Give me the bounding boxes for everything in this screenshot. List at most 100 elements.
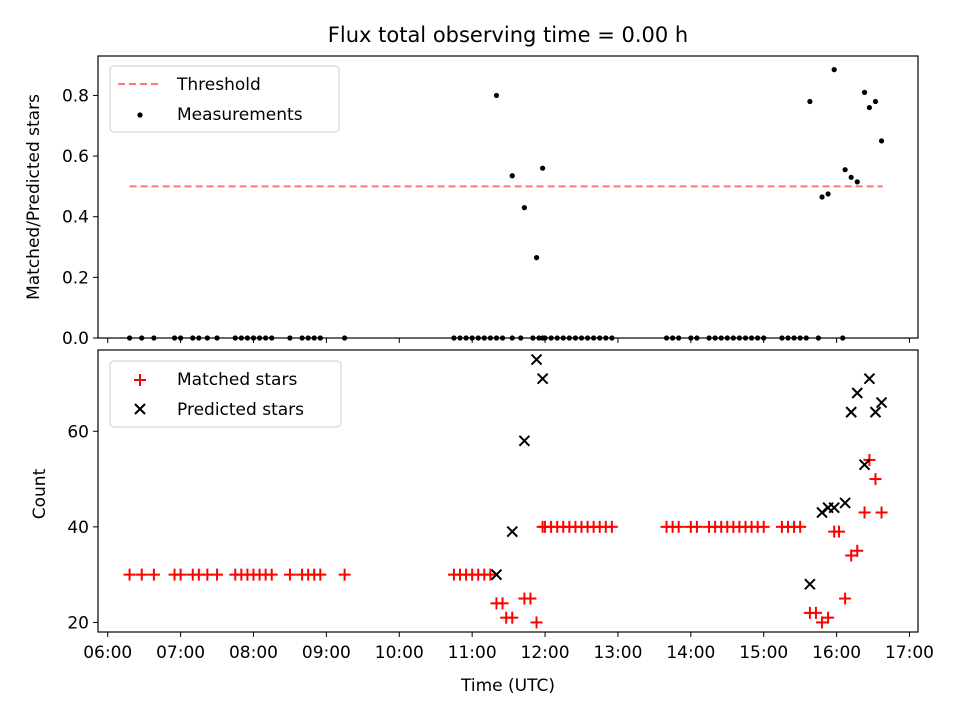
matched-star-point	[851, 544, 864, 557]
matched-star-point	[174, 568, 187, 581]
matched-star-point	[690, 520, 703, 533]
predicted-star-point	[845, 406, 857, 418]
bottom-x-tick-label: 14:00	[666, 643, 715, 663]
measurement-point	[509, 173, 515, 179]
predicted-star-point	[530, 353, 543, 366]
measurement-point	[831, 67, 837, 73]
measurement-point	[854, 179, 860, 185]
matched-star-point	[123, 568, 136, 581]
bottom-axes-frame	[97, 349, 919, 633]
bottom-legend-box	[109, 360, 342, 428]
predicted-legend-swatch	[134, 403, 146, 415]
predicted-star-point	[804, 578, 816, 590]
bottom-y-tick-label: 40	[67, 518, 89, 538]
top-y-axis-label: Matched/Predicted stars	[24, 94, 44, 300]
top-title: Flux total observing time = 0.00 h	[328, 23, 688, 47]
bottom-x-tick-label: 16:00	[812, 643, 861, 663]
measurement-point	[825, 191, 831, 197]
top-axes-frame	[97, 55, 919, 339]
measurement-point	[493, 92, 500, 99]
matched-star-point	[283, 568, 296, 581]
matched-star-point	[314, 568, 327, 581]
top-legend-box	[109, 65, 340, 133]
measurement-point	[866, 104, 873, 111]
bottom-x-tick-label: 10:00	[375, 643, 424, 663]
measurement-point	[540, 165, 546, 171]
top-y-tick-label: 0.0	[62, 329, 89, 349]
bottom-x-tick-label: 08:00	[229, 643, 278, 663]
legend-threshold-label: Threshold	[176, 75, 261, 95]
matched-star-point	[530, 616, 543, 629]
bottom-x-tick-label: 07:00	[156, 643, 205, 663]
measurement-point	[872, 98, 879, 105]
predicted-star-point	[536, 372, 549, 385]
top-y-tick-label: 0.8	[62, 86, 89, 106]
predicted-star-point	[869, 406, 882, 418]
top-panel: Flux total observing time = 0.00 h 0.00.…	[24, 23, 919, 349]
measurements-legend-swatch	[137, 112, 143, 118]
matched-star-point	[875, 506, 888, 519]
predicted-star-point	[828, 502, 840, 514]
matched-star-point	[869, 473, 882, 486]
bottom-x-tick-label: 12:00	[521, 643, 570, 663]
predicted-star-point	[863, 372, 876, 385]
matched-star-point	[845, 549, 858, 562]
matched-star-point	[816, 616, 829, 629]
bottom-y-ticks: 20 40 60	[67, 422, 98, 633]
bottom-x-tick-label: 09:00	[302, 643, 351, 663]
measurement-point	[819, 194, 825, 200]
top-y-tick-label: 0.4	[62, 208, 89, 228]
bottom-x-ticks: 06:00 07:00 08:00 09:00 10:00 11:00 12:00 13:00…	[83, 632, 934, 663]
predicted-star-point	[506, 525, 518, 538]
measurement-point	[533, 255, 540, 261]
matched-star-point	[147, 568, 160, 581]
predicted-star-point	[518, 435, 531, 447]
bottom-legend: Matched stars Predicted stars	[109, 360, 342, 428]
predicted-star-point	[858, 459, 871, 471]
legend-matched-label: Matched stars	[177, 370, 297, 390]
matched-star-point	[822, 611, 835, 624]
top-y-tick-label: 0.6	[62, 147, 89, 167]
bottom-y-axis-label: Count	[30, 468, 50, 519]
matched-star-point	[484, 568, 497, 581]
matched-star-point	[794, 520, 807, 533]
measurement-point	[807, 98, 813, 105]
bottom-x-tick-label: 06:00	[83, 643, 132, 663]
legend-measurements-label: Measurements	[177, 105, 303, 125]
matched-star-point	[757, 520, 770, 533]
bottom-x-tick-label: 11:00	[448, 643, 497, 663]
predicted-star-point	[490, 568, 503, 581]
bottom-marks	[123, 353, 888, 629]
matched-star-point	[506, 611, 519, 624]
predicted-star-point	[875, 396, 888, 409]
measurement-point	[848, 174, 854, 180]
matched-legend-swatch	[134, 374, 146, 386]
measurement-point	[878, 138, 885, 144]
measurement-point	[842, 167, 848, 173]
matched-star-point	[211, 568, 224, 581]
bottom-panel: 20 40 60 06:00 07:00 08:00 09:00 10:00 11:00 12:…	[30, 349, 934, 696]
top-marks	[126, 67, 885, 341]
top-y-tick-label: 0.2	[62, 268, 89, 288]
measurement-point	[861, 89, 868, 95]
top-x-ticks	[107, 338, 910, 343]
legend-predicted-label: Predicted stars	[177, 400, 304, 420]
bottom-x-tick-label: 15:00	[739, 643, 788, 663]
matched-star-point	[672, 520, 685, 533]
matched-star-point	[496, 597, 509, 610]
bottom-x-tick-label: 17:00	[885, 643, 934, 663]
bottom-y-tick-label: 20	[67, 613, 89, 633]
bottom-y-tick-label: 60	[67, 422, 89, 442]
predicted-star-point	[839, 497, 851, 509]
x-axis-label: Time (UTC)	[460, 676, 555, 696]
matched-star-point	[858, 506, 871, 519]
bottom-x-tick-label: 13:00	[593, 643, 642, 663]
top-y-ticks: 0.0 0.2 0.4 0.6 0.8	[62, 86, 98, 349]
measurement-point	[521, 205, 528, 211]
matched-star-point	[338, 568, 351, 581]
matched-star-point	[265, 568, 278, 581]
matched-star-point	[809, 606, 822, 619]
matched-star-point	[135, 568, 148, 581]
matched-star-point	[839, 592, 852, 605]
